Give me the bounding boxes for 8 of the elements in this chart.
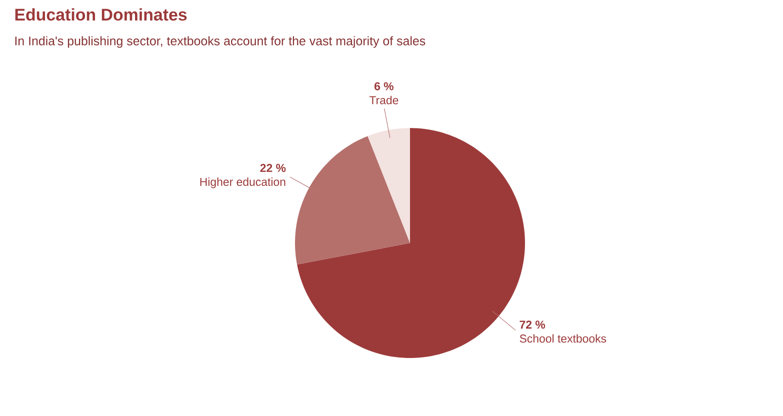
slice-label: Trade: [369, 96, 398, 104]
chart-title: Education Dominates: [15, 8, 187, 21]
slice-label: Higher education: [200, 178, 286, 188]
data-label: 72 %: [520, 320, 546, 329]
slice-label: School textbooks: [520, 334, 606, 343]
data-label: 6 %: [374, 82, 394, 90]
chart-subtitle: In India's publishing sector, textbooks account for the vast majority of sales: [15, 36, 426, 48]
data-label: 22 %: [260, 164, 286, 172]
